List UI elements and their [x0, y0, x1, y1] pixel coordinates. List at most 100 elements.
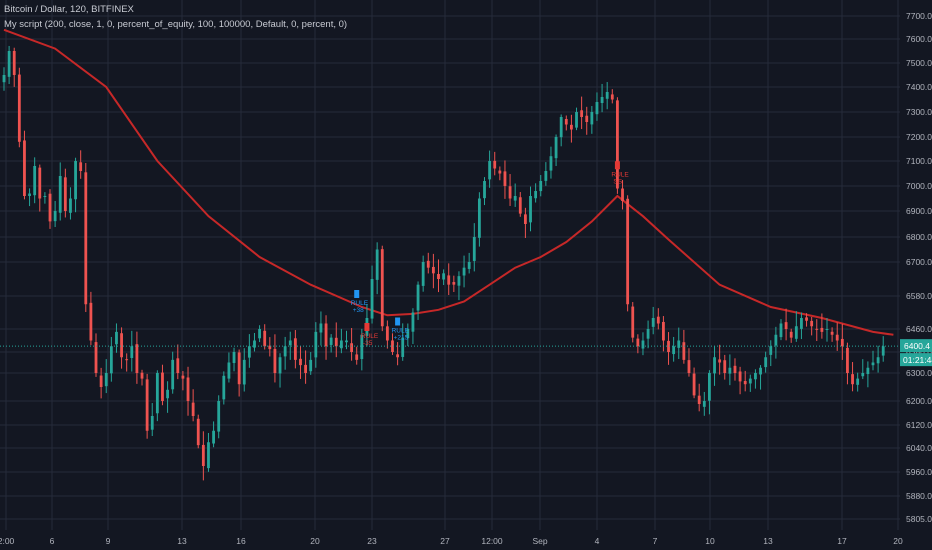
candle-body [672, 346, 676, 355]
candle-body [140, 372, 144, 379]
candle-body [549, 156, 553, 171]
candle-body [253, 340, 256, 348]
x-tick-label: 2:00 [0, 536, 15, 546]
x-tick-label: 20 [893, 536, 903, 546]
candle-body [835, 334, 839, 341]
candle-body [840, 338, 844, 347]
time-axis[interactable]: 2:00 6 9 13 16 20 23 27 12:00 Sep 4 7 10 13 17 20 [0, 530, 932, 550]
candle-body [713, 357, 716, 374]
y-tick-label: 6200.0 [906, 396, 932, 406]
y-tick-label: 6580.0 [906, 291, 932, 301]
candle-body [186, 377, 190, 401]
x-tick-label: 7 [653, 536, 658, 546]
candle-body [876, 357, 880, 364]
candle-body [12, 50, 16, 75]
y-tick-label: 5880.0 [906, 491, 932, 501]
y-tick-label: 7100.0 [906, 156, 932, 166]
sell-signal-marker [364, 323, 370, 331]
candle-body [733, 365, 737, 373]
candle-body [28, 193, 31, 197]
candle-body [247, 346, 251, 358]
candle-body [48, 193, 52, 222]
candle-body [329, 337, 333, 345]
candle-body [646, 329, 650, 339]
candle-body [391, 340, 394, 352]
last-price-text: 6400.4 [904, 341, 930, 351]
symbol-title: Bitcoin / Dollar, 120, BITFINEX [4, 4, 134, 15]
sell-signal-label: RULE [361, 333, 379, 340]
candle-body [861, 373, 865, 377]
candle-body [616, 100, 619, 189]
candle-body [651, 318, 655, 327]
candle-body [544, 171, 548, 181]
candle-body [33, 166, 37, 196]
candle-body [636, 338, 640, 347]
candle-body [283, 346, 287, 357]
candle-body [846, 347, 849, 373]
candle-body [212, 430, 215, 444]
candle-body [800, 318, 803, 329]
buy-signal-value: +215 [394, 335, 409, 342]
candle-body [529, 196, 532, 223]
candle-body [743, 380, 747, 385]
candle-body [278, 357, 282, 374]
price-axis[interactable]: 7700.0 7600.0 7500.0 7400.0 7300.0 7200.0 7100… [900, 0, 932, 550]
buy-signal-label: RULE [351, 300, 369, 307]
candle-body [656, 316, 660, 324]
candle-body [360, 334, 364, 360]
x-tick-label: 12:00 [481, 536, 503, 546]
candle-body [232, 352, 236, 364]
candle-body [580, 110, 584, 117]
candle-body [309, 359, 313, 372]
candle-body [135, 344, 139, 373]
candle-body [79, 162, 83, 171]
candle-body [677, 340, 681, 348]
y-tick-label: 5805.0 [906, 514, 932, 524]
y-tick-label: 6700.0 [906, 257, 932, 267]
sell-signal-marker [614, 161, 620, 170]
candle-body [196, 418, 200, 446]
candle-body [63, 177, 67, 211]
candle-body [866, 367, 870, 375]
candle-body [191, 402, 195, 416]
candle-body [355, 354, 359, 360]
candle-body [697, 395, 701, 404]
candle-body [109, 346, 113, 374]
candle-body [426, 260, 430, 268]
candle-body [69, 198, 72, 213]
y-tick-label: 6900.0 [906, 206, 932, 216]
y-tick-label: 7200.0 [906, 132, 932, 142]
x-tick-label: 13 [763, 536, 773, 546]
price-tags: 6400.4 01:21:44 [900, 339, 932, 367]
candle-body [258, 329, 261, 339]
candle-body [181, 375, 185, 379]
candle-body [155, 373, 159, 414]
candle-body [605, 92, 609, 99]
y-tick-label: 6040.0 [906, 443, 932, 453]
candle-body [442, 273, 446, 280]
candle-body [421, 262, 425, 286]
y-tick-label: 7700.0 [906, 11, 932, 21]
candle-body [728, 367, 732, 374]
candle-body [830, 331, 834, 335]
candle-body [319, 323, 323, 333]
sma-path [3, 28, 894, 336]
buy-signal-marker [395, 317, 401, 326]
candle-body [207, 442, 210, 469]
candle-body [125, 359, 129, 361]
candle-body [411, 312, 415, 332]
candle-body [723, 360, 727, 373]
candle-body [324, 323, 328, 347]
candle-body [523, 214, 527, 224]
candle-body [406, 329, 410, 339]
candle-body [805, 317, 808, 321]
candle-body [595, 102, 599, 115]
candle-body [145, 379, 149, 431]
candle-body [416, 284, 420, 311]
countdown-tag [900, 353, 932, 367]
candle-body [794, 326, 798, 339]
candle-body [559, 117, 563, 138]
candle-body [99, 375, 103, 387]
